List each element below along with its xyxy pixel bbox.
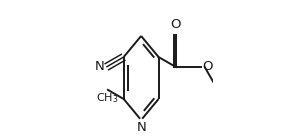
Text: O: O (202, 60, 212, 73)
Text: CH$_3$: CH$_3$ (96, 91, 118, 105)
Text: O: O (170, 18, 180, 31)
Text: N: N (95, 60, 105, 73)
Text: N: N (136, 121, 146, 134)
